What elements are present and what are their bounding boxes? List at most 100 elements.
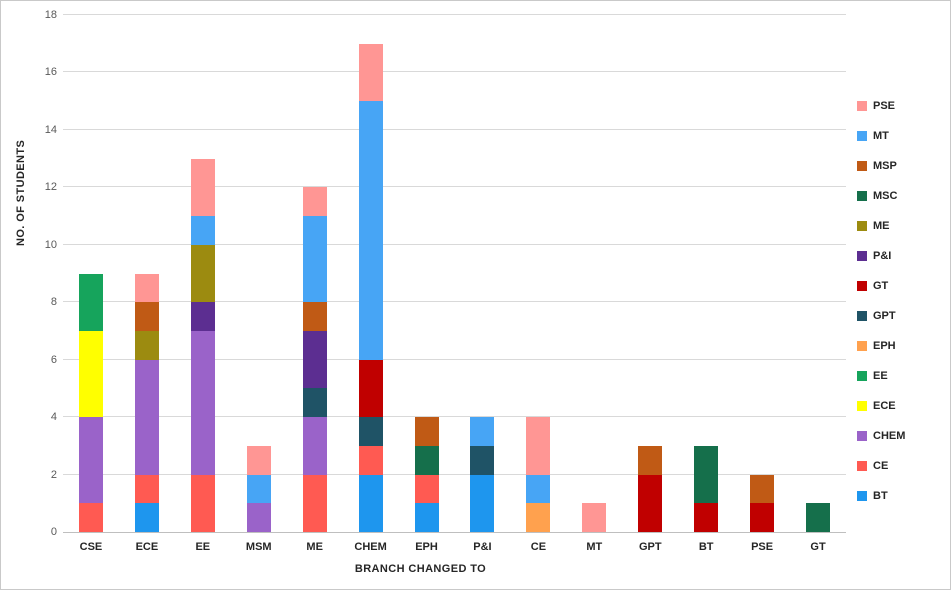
legend-swatch-PSE bbox=[857, 101, 867, 111]
bar-segment-CHEM-GPT bbox=[358, 417, 383, 446]
legend-label-MSC: MSC bbox=[873, 190, 898, 202]
legend-swatch-EPH bbox=[857, 341, 867, 351]
legend-label-EE: EE bbox=[873, 370, 888, 382]
gridline-2 bbox=[63, 473, 846, 475]
x-tick-ECE: ECE bbox=[135, 541, 159, 553]
gridline-4 bbox=[63, 416, 846, 418]
legend-item-ECE: ECE bbox=[857, 391, 905, 421]
x-tick-CSE: CSE bbox=[79, 541, 103, 553]
legend-label-MT: MT bbox=[873, 130, 889, 142]
legend-item-BT: BT bbox=[857, 481, 905, 511]
legend-label-CHEM: CHEM bbox=[873, 430, 906, 442]
x-tick-PSE: PSE bbox=[751, 541, 774, 553]
legend-label-P&I: P&I bbox=[873, 250, 892, 262]
bar-segment-MSM-CHEM bbox=[246, 503, 271, 532]
legend-item-MT: MT bbox=[857, 121, 905, 151]
legend-label-ECE: ECE bbox=[873, 400, 896, 412]
bar-segment-GPT-GT bbox=[638, 474, 663, 532]
legend-label-PSE: PSE bbox=[873, 100, 896, 112]
legend-swatch-EE bbox=[857, 371, 867, 381]
bar-segment-EE-P&I bbox=[190, 302, 215, 331]
bar-segment-EE-CE bbox=[190, 474, 215, 532]
bar-segment-BT-GT bbox=[694, 503, 719, 532]
bar-segment-MSM-MT bbox=[246, 474, 271, 504]
bar-segment-P&I-BT bbox=[470, 474, 495, 532]
bar-segment-EPH-BT bbox=[414, 503, 439, 532]
x-tick-EPH: EPH bbox=[415, 541, 438, 553]
bar-segment-ECE-ME bbox=[134, 330, 159, 360]
gridline-0 bbox=[63, 532, 846, 533]
bar-segment-EE-MT bbox=[190, 216, 215, 245]
bar-segment-ECE-PSE bbox=[134, 273, 159, 303]
y-tick-14: 14 bbox=[44, 123, 57, 136]
legend-swatch-CE bbox=[857, 461, 867, 471]
bar-segment-ME-MT bbox=[302, 216, 327, 303]
bar-segment-PSE-GT bbox=[750, 503, 775, 532]
bar-segment-ME-PSE bbox=[302, 187, 327, 217]
bar-segment-MSM-PSE bbox=[246, 445, 271, 475]
bar-segment-EE-ME bbox=[190, 244, 215, 303]
bar-segment-EPH-MSP bbox=[414, 417, 439, 446]
legend-swatch-P&I bbox=[857, 251, 867, 261]
plot-area bbox=[63, 14, 846, 533]
bar-segment-ECE-BT bbox=[134, 503, 159, 532]
legend-label-GPT: GPT bbox=[873, 310, 896, 322]
legend-label-ME: ME bbox=[873, 220, 890, 232]
legend-swatch-MSC bbox=[857, 191, 867, 201]
gridline-8 bbox=[63, 301, 846, 303]
legend-item-GT: GT bbox=[857, 271, 905, 301]
bar-segment-ME-CHEM bbox=[302, 417, 327, 475]
bar-segment-MT-PSE bbox=[582, 503, 607, 532]
legend-label-GT: GT bbox=[873, 280, 889, 292]
gridline-6 bbox=[63, 358, 846, 360]
bar-segment-ECE-CHEM bbox=[134, 359, 159, 475]
bar-segment-BT-MSC bbox=[694, 445, 719, 504]
legend-label-CE: CE bbox=[873, 460, 889, 472]
y-tick-0: 0 bbox=[50, 526, 57, 538]
x-tick-P&I: P&I bbox=[473, 541, 492, 553]
y-tick-12: 12 bbox=[44, 181, 57, 194]
bar-segment-CSE-EE bbox=[78, 273, 103, 331]
gridline-14 bbox=[63, 128, 846, 130]
legend-label-MSP: MSP bbox=[873, 160, 897, 172]
legend-swatch-MSP bbox=[857, 161, 867, 171]
bar-segment-EE-PSE bbox=[190, 158, 215, 217]
x-tick-ME: ME bbox=[306, 541, 323, 553]
bar-segment-CHEM-BT bbox=[358, 474, 383, 532]
legend-item-PSE: PSE bbox=[857, 91, 905, 121]
legend: PSE MT MSP MSC ME P&I GT GPT EPH EE ECE CHEM CE BT bbox=[857, 91, 905, 511]
legend-swatch-ECE bbox=[857, 401, 867, 411]
legend-item-ME: ME bbox=[857, 211, 905, 241]
gridline-18 bbox=[63, 14, 846, 15]
y-tick-18: 18 bbox=[44, 9, 57, 21]
legend-item-P&I: P&I bbox=[857, 241, 905, 271]
x-tick-GPT: GPT bbox=[638, 541, 662, 553]
bar-segment-ME-P&I bbox=[302, 330, 327, 389]
bar-segment-CSE-ECE bbox=[78, 330, 103, 418]
x-tick-CE: CE bbox=[530, 541, 547, 553]
legend-swatch-GPT bbox=[857, 311, 867, 321]
bar-segment-EPH-MSC bbox=[414, 445, 439, 475]
legend-swatch-CHEM bbox=[857, 431, 867, 441]
y-tick-16: 16 bbox=[44, 66, 57, 79]
legend-label-BT: BT bbox=[873, 490, 888, 502]
bar-segment-PSE-MSP bbox=[750, 474, 775, 504]
bar-segment-CHEM-GT bbox=[358, 359, 383, 418]
legend-item-EE: EE bbox=[857, 361, 905, 391]
x-tick-GT: GT bbox=[810, 541, 826, 553]
bar-segment-ME-MSP bbox=[302, 302, 327, 331]
bar-segment-ME-GPT bbox=[302, 388, 327, 418]
bar-segment-P&I-MT bbox=[470, 417, 495, 446]
y-axis-title: NO. OF STUDENTS bbox=[15, 139, 27, 246]
bar-segment-ECE-MSP bbox=[134, 302, 159, 331]
y-tick-4: 4 bbox=[50, 411, 57, 424]
y-tick-10: 10 bbox=[44, 238, 57, 251]
legend-item-GPT: GPT bbox=[857, 301, 905, 331]
bar-segment-CE-PSE bbox=[526, 417, 551, 475]
bar-segment-CHEM-PSE bbox=[358, 43, 383, 102]
gridline-10 bbox=[63, 243, 846, 245]
legend-label-EPH: EPH bbox=[873, 340, 896, 352]
x-tick-EE: EE bbox=[195, 541, 211, 553]
legend-item-CHEM: CHEM bbox=[857, 421, 905, 451]
